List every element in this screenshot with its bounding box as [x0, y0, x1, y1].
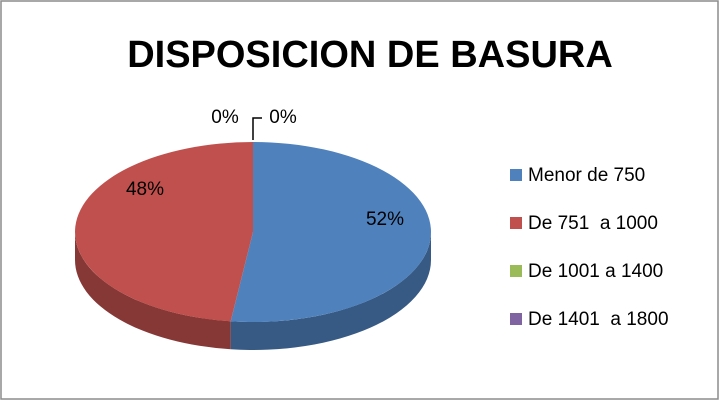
legend-label: De 751 a 1000 — [528, 213, 658, 234]
leader-line — [252, 117, 262, 140]
legend-label: De 1001 a 1400 — [528, 261, 663, 282]
data-label: 52% — [366, 209, 404, 230]
legend-swatch — [510, 313, 522, 325]
data-label: 0% — [211, 107, 239, 128]
legend-label: De 1401 a 1800 — [528, 309, 669, 330]
legend-swatch — [510, 217, 522, 229]
pie-slice — [230, 142, 432, 322]
data-label: 48% — [126, 179, 164, 200]
pie-side — [230, 232, 431, 350]
legend-swatch — [510, 169, 522, 181]
pie-side — [75, 232, 231, 350]
chart-title: DISPOSICION DE BASURA — [127, 34, 613, 76]
data-label: 0% — [269, 107, 297, 128]
legend-label: Menor de 750 — [528, 165, 645, 186]
legend-swatch — [510, 265, 522, 277]
pie-slice — [75, 142, 253, 322]
